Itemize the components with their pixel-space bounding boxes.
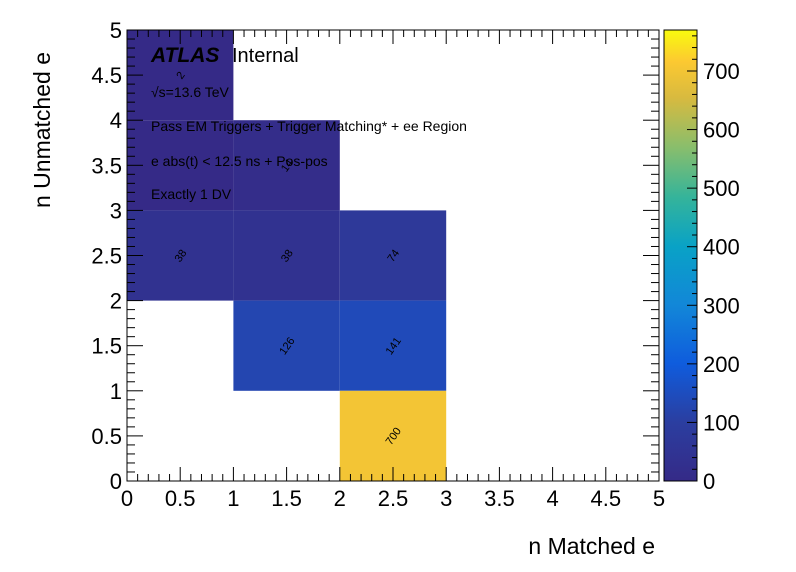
cell-value-label: 2	[174, 70, 187, 82]
x-tick-label: 3.5	[484, 486, 515, 511]
colorbar-ticks: 0 100 200 300 400 500 600 700	[687, 35, 740, 494]
colorbar-tick-label: 100	[703, 410, 740, 435]
colorbar-tick-label: 400	[703, 235, 740, 260]
x-tick-label: 2	[334, 486, 346, 511]
selection-line-2: e abs(t) < 12.5 ns + Pos-pos	[151, 153, 328, 169]
colorbar-tick-label: 300	[703, 293, 740, 318]
heatmap-cell	[339, 390, 447, 481]
heatmap-cell	[127, 120, 234, 211]
x-tick-label: 3	[440, 486, 452, 511]
y-tick-label: 1	[110, 379, 122, 404]
cell-value-label: 14	[279, 157, 296, 174]
colorbar-tick-label: 500	[703, 176, 740, 201]
x-tick-label: 5	[653, 486, 665, 511]
heatmap-cell	[127, 210, 234, 301]
y-tick-label: 2.5	[91, 244, 122, 269]
internal-label: Internal	[232, 45, 299, 67]
heatmap-cell	[339, 210, 447, 301]
selection-line-3: Exactly 1 DV	[151, 186, 232, 202]
colorbar-tick-label: 200	[703, 352, 740, 377]
heatmap-cell	[233, 210, 340, 301]
atlas-label: ATLAS	[150, 44, 219, 67]
colorbar-tick-label: 600	[703, 118, 740, 143]
colorbar: 0 100 200 300 400 500 600 700	[663, 29, 740, 494]
heatmap-cells	[127, 30, 447, 481]
energy-label: √s=13.6 TeV	[151, 84, 230, 100]
colorbar-tick-label: 700	[703, 59, 740, 84]
y-tick-label: 3.5	[91, 153, 122, 178]
y-tick-label: 3	[110, 198, 122, 223]
colorbar-tick-label: 0	[703, 469, 715, 494]
x-tick-label: 4.5	[591, 486, 622, 511]
x-tick-label: 2.5	[378, 486, 409, 511]
x-tick-label: 1.5	[271, 486, 302, 511]
y-tick-label: 1.5	[91, 334, 122, 359]
x-axis-label: n Matched e	[528, 533, 655, 559]
cell-value-label: 38	[173, 248, 190, 265]
heatmap-cell	[233, 120, 340, 211]
x-axis: 0 0.5 1 1.5 2 2.5 3 3.5 4 4.5 5	[121, 30, 665, 511]
y-axis: 0 0.5 1 1.5 2 2.5 3 3.5 4 4.5 5	[91, 18, 659, 494]
x-tick-label: 0	[121, 486, 133, 511]
x-tick-label: 0.5	[165, 486, 196, 511]
cell-value-label: 74	[385, 248, 402, 265]
heatmap-cell	[339, 300, 447, 391]
atlas-annotation: ATLAS Internal √s=13.6 TeV Pass EM Trigg…	[150, 44, 467, 202]
y-axis-label: n Unmatched e	[29, 52, 55, 208]
y-tick-label: 0.5	[91, 424, 122, 449]
colorbar-gradient	[663, 29, 698, 482]
heatmap-cell	[127, 30, 234, 121]
y-tick-label: 5	[110, 18, 122, 43]
y-tick-label: 4.5	[91, 63, 122, 88]
y-tick-label: 4	[110, 108, 122, 133]
x-tick-label: 4	[546, 486, 558, 511]
selection-line-1: Pass EM Triggers + Trigger Matching* + e…	[151, 118, 467, 134]
y-tick-label: 0	[110, 469, 122, 494]
x-tick-label: 1	[227, 486, 239, 511]
heatmap-cell	[233, 300, 340, 391]
y-tick-label: 2	[110, 289, 122, 314]
cell-value-label: 38	[279, 248, 296, 265]
